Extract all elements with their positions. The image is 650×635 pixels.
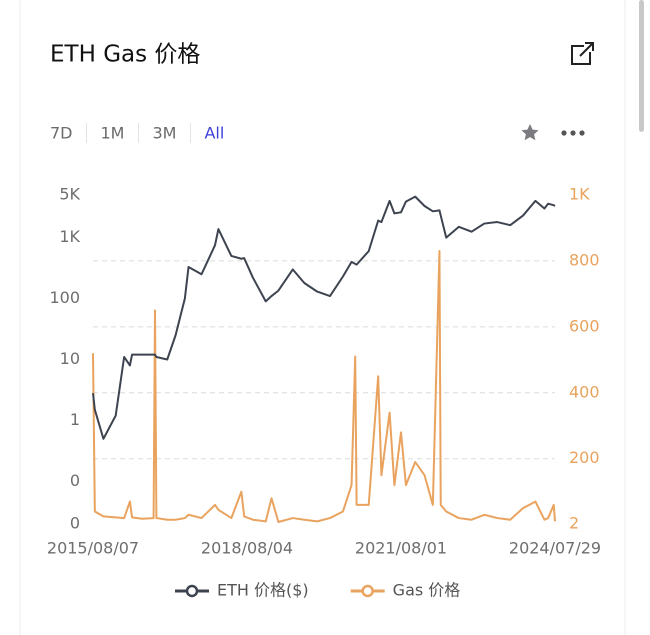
y-tick-label: 0: [70, 514, 80, 533]
legend-label: Gas 价格: [393, 581, 461, 600]
tab[interactable]: 1M: [101, 124, 125, 143]
y2-tick-label: 2: [569, 514, 579, 533]
series-line: [92, 250, 556, 524]
tab[interactable]: All: [204, 124, 224, 143]
series-line: [92, 195, 556, 440]
legend-label: ETH 价格($): [217, 581, 309, 600]
y-tick-label: 5K: [59, 185, 80, 204]
y-tick-label: 10: [60, 349, 80, 368]
y-tick-label: 100: [49, 288, 80, 307]
legend-item[interactable]: Gas 价格: [350, 581, 461, 600]
more-icon[interactable]: [561, 130, 585, 136]
y2-tick-label: 200: [569, 448, 600, 467]
x-tick-label: 2024/07/29: [509, 539, 601, 558]
legend-item[interactable]: ETH 价格($): [175, 581, 309, 600]
share-icon[interactable]: [571, 42, 594, 65]
y2-tick-label: 600: [569, 316, 600, 335]
y2-tick-label: 800: [569, 250, 600, 269]
legend-marker: [361, 584, 374, 598]
chart-title: ETH Gas 价格: [50, 42, 200, 68]
y-tick-label: 1K: [59, 227, 80, 246]
scrollbar[interactable]: [639, 0, 644, 132]
y2-tick-label: 400: [569, 382, 600, 401]
card: [19, 0, 626, 635]
x-tick-label: 2018/08/04: [201, 539, 293, 558]
tab[interactable]: 3M: [152, 124, 176, 143]
legend-marker: [185, 584, 199, 598]
x-tick-label: 2015/08/07: [47, 539, 139, 558]
y-tick-label: 0: [70, 471, 80, 490]
y-tick-label: 1: [70, 410, 80, 429]
y2-tick-label: 1K: [569, 185, 590, 204]
tab[interactable]: 7D: [50, 124, 73, 143]
star-icon[interactable]: [521, 124, 539, 141]
x-tick-label: 2021/08/01: [355, 539, 447, 558]
